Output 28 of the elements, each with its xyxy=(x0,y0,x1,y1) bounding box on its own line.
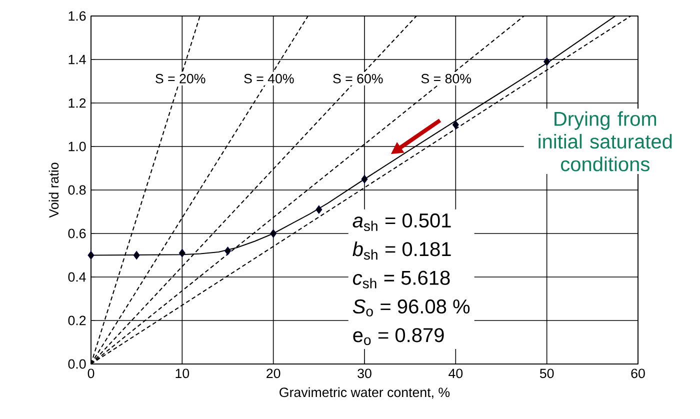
x-axis-title: Gravimetric water content, % xyxy=(280,387,450,399)
series-label: S = 20% xyxy=(156,74,206,84)
y-tick-label: 1.6 xyxy=(68,11,86,21)
y-tick-label: 0.4 xyxy=(68,272,86,282)
x-tick-label: 50 xyxy=(540,368,554,378)
y-tick-label: 1.2 xyxy=(68,98,86,108)
y-tick-label: 0.2 xyxy=(68,316,86,326)
y-tick-label: 0.6 xyxy=(68,228,86,238)
y-tick-label: 1.0 xyxy=(68,142,86,152)
y-tick-label: 0.8 xyxy=(68,185,86,195)
annotation: b$_{sh}$ = 0.181 xyxy=(352,242,451,260)
annotation: c$_{sh}$ = 5.618 xyxy=(353,270,450,288)
x-tick-label: 40 xyxy=(448,368,463,378)
series-label: S = 80% xyxy=(421,74,472,84)
annotation: S$_{o}$ = 96.08 % xyxy=(352,299,470,316)
x-tick-label: 10 xyxy=(176,368,190,378)
annotation: a$_{sh}$ = 0.501 xyxy=(352,213,451,232)
x-tick-label: 0 xyxy=(88,368,94,378)
y-tick-label: 0.0 xyxy=(68,359,86,369)
series-label: S = 40% xyxy=(244,74,294,84)
y-tick-label: 1.4 xyxy=(68,54,86,64)
series-label: S = 60% xyxy=(333,74,383,84)
y-axis-title: Void ratio xyxy=(48,162,59,218)
annotation: e$_{o}$ = 0.879 xyxy=(353,328,444,346)
x-tick-label: 20 xyxy=(266,368,280,378)
x-tick-label: 60 xyxy=(631,368,645,378)
x-tick-label: 30 xyxy=(358,368,372,378)
annotation: Drying from initial saturated conditions xyxy=(538,111,672,172)
